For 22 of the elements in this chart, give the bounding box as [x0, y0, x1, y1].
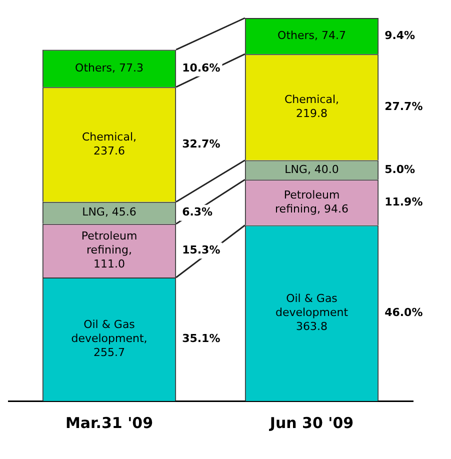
x-tick-label: Mar.31 '09 [65, 414, 154, 432]
data-label: LNG, 45.6 [82, 206, 136, 219]
annotation: 10.6% [182, 61, 220, 74]
data-label: Chemical, 237.6 [82, 130, 137, 158]
annotation: 5.0% [384, 162, 416, 176]
data-label: Petroleum refining, 94.6 [275, 188, 348, 216]
data-label: Petroleum refining, 111.0 [81, 230, 138, 271]
annotation: 9.4% [384, 28, 416, 42]
data-label: Oil & Gas development, 255.7 [71, 318, 148, 360]
annotation: 27.7% [384, 100, 423, 114]
x-tick-label: Jun 30 '09 [268, 414, 354, 432]
annotation: 35.1% [182, 332, 220, 346]
annotation: 15.3% [182, 244, 220, 257]
data-label: Oil & Gas development 363.8 [275, 292, 349, 333]
annotation: 6.3% [182, 206, 213, 219]
data-label: Others, 74.7 [278, 28, 346, 42]
data-label: LNG, 40.0 [284, 162, 339, 176]
annotation: 11.9% [384, 195, 423, 208]
annotation: 32.7% [182, 137, 220, 150]
data-label: Others, 77.3 [75, 61, 144, 74]
data-label: Chemical, 219.8 [284, 93, 340, 120]
annotation: 46.0% [384, 306, 423, 319]
